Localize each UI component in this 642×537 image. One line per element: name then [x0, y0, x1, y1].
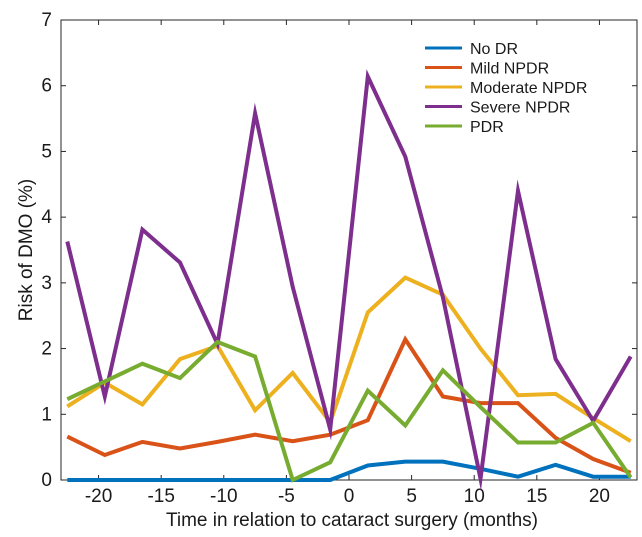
- axes: -20 -15 -10 -5 0 5 10 15 20 0 1 2 3 4 5 6 7: [41, 10, 638, 507]
- series-line-severe-npdr: [65, 69, 633, 491]
- legend-label-mild-npdr: Mild NPDR: [470, 61, 549, 78]
- y-tick-label: 4: [41, 207, 52, 228]
- legend: No DR Mild NPDR Moderate NPDR Severe NPDR PD…: [425, 41, 587, 136]
- legend-label-moderate-npdr: Moderate NPDR: [470, 80, 587, 97]
- series-line-no-dr: [67, 459, 631, 482]
- y-tick-label: 1: [41, 404, 52, 425]
- x-tick-label: 20: [589, 486, 610, 507]
- y-tick-label: 3: [41, 273, 52, 294]
- legend-label-pdr: PDR: [470, 119, 504, 136]
- y-tick-label: 0: [41, 470, 52, 491]
- legend-label-severe-npdr: Severe NPDR: [470, 100, 570, 117]
- x-tick-label: -15: [147, 486, 174, 507]
- x-tick-label: 15: [526, 486, 547, 507]
- x-axis-label: Time in relation to cataract surgery (mo…: [166, 510, 538, 531]
- x-tick-label: -20: [85, 486, 112, 507]
- y-tick-label: 2: [41, 339, 52, 360]
- x-tick-label: -5: [278, 486, 295, 507]
- series-line-pdr: [66, 339, 633, 483]
- y-tick-label: 5: [41, 141, 52, 162]
- series-line-mild-npdr: [66, 335, 632, 475]
- series-lines: [65, 69, 633, 491]
- x-tick-label: 5: [406, 486, 417, 507]
- x-tick-label: 0: [344, 486, 355, 507]
- legend-label-no-dr: No DR: [470, 41, 518, 58]
- x-tick-label: 10: [464, 486, 485, 507]
- x-tick-label: -10: [210, 486, 237, 507]
- y-axis-label: Risk of DMO (%): [16, 179, 37, 322]
- y-tick-label: 6: [41, 76, 52, 97]
- series-line-moderate-npdr: [66, 275, 632, 443]
- y-tick-label: 7: [41, 10, 52, 31]
